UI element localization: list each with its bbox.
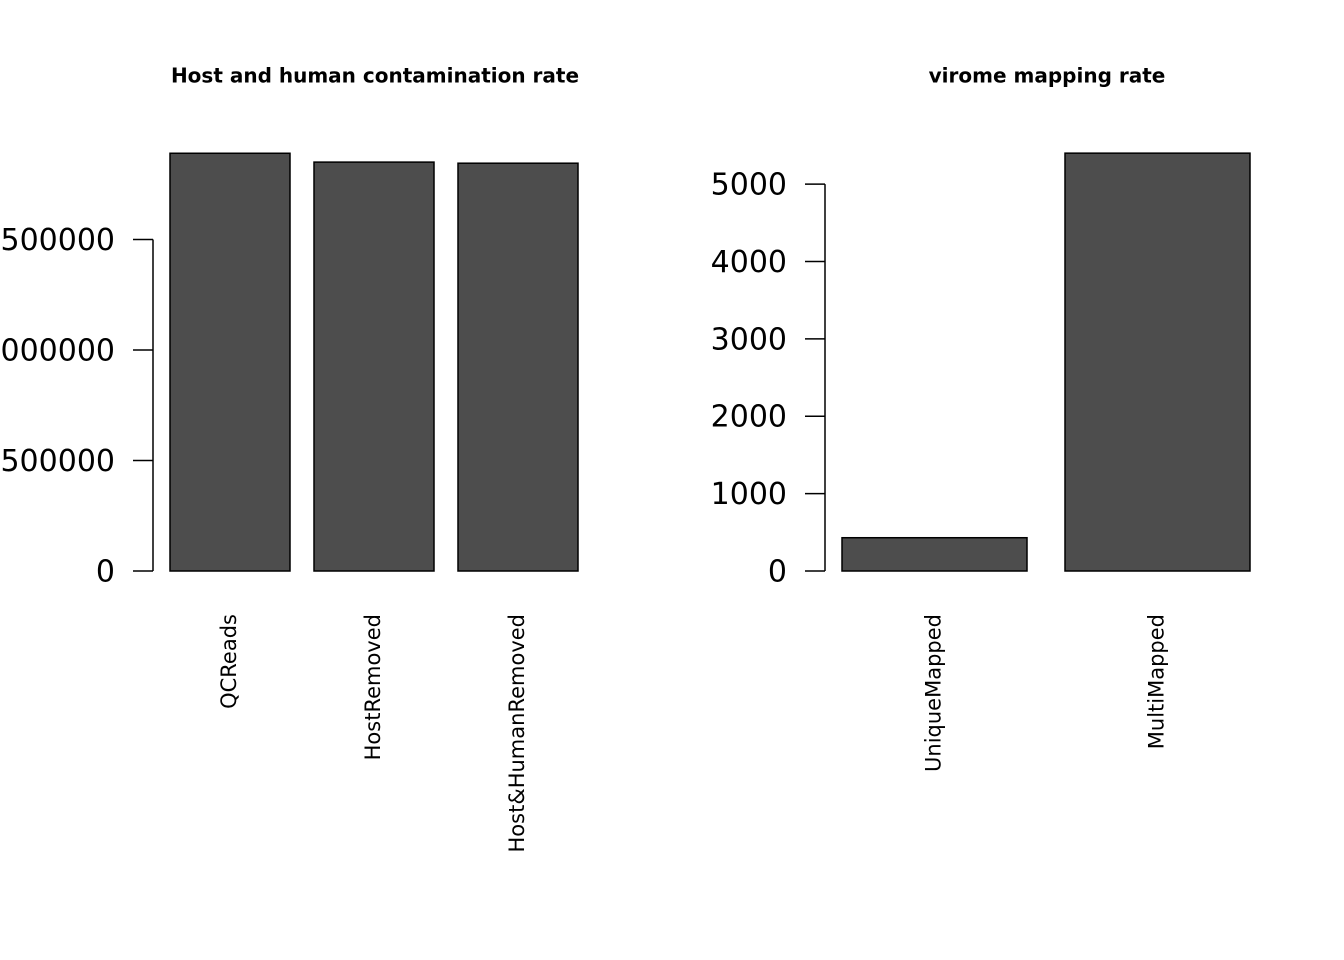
bar [169,152,291,572]
x-tick-label: QCReads [217,614,241,709]
chart-title: virome mapping rate [929,64,1166,88]
y-tick-label: 1000 [711,477,787,512]
bar [313,161,435,572]
x-tick-label: HostRemoved [361,614,385,760]
y-tick-label: 5000 [711,168,787,203]
bar [457,162,579,572]
y-tick-label: 0 [96,555,115,590]
y-tick-label: 1000000 [0,333,115,368]
bar [841,536,1028,572]
y-tick-label: 3000 [711,322,787,357]
y-tick-label: 4000 [711,245,787,280]
y-tick-label: 1500000 [0,223,115,258]
x-tick-label: MultiMapped [1145,614,1169,749]
x-tick-label: Host&HumanRemoved [505,614,529,852]
y-tick-label: 2000 [711,400,787,435]
y-tick-label: 0 [768,555,787,590]
chart-title: Host and human contamination rate [171,64,579,88]
y-tick-label: 500000 [0,444,115,479]
bar [1064,152,1251,572]
x-tick-label: UniqueMapped [922,614,946,772]
